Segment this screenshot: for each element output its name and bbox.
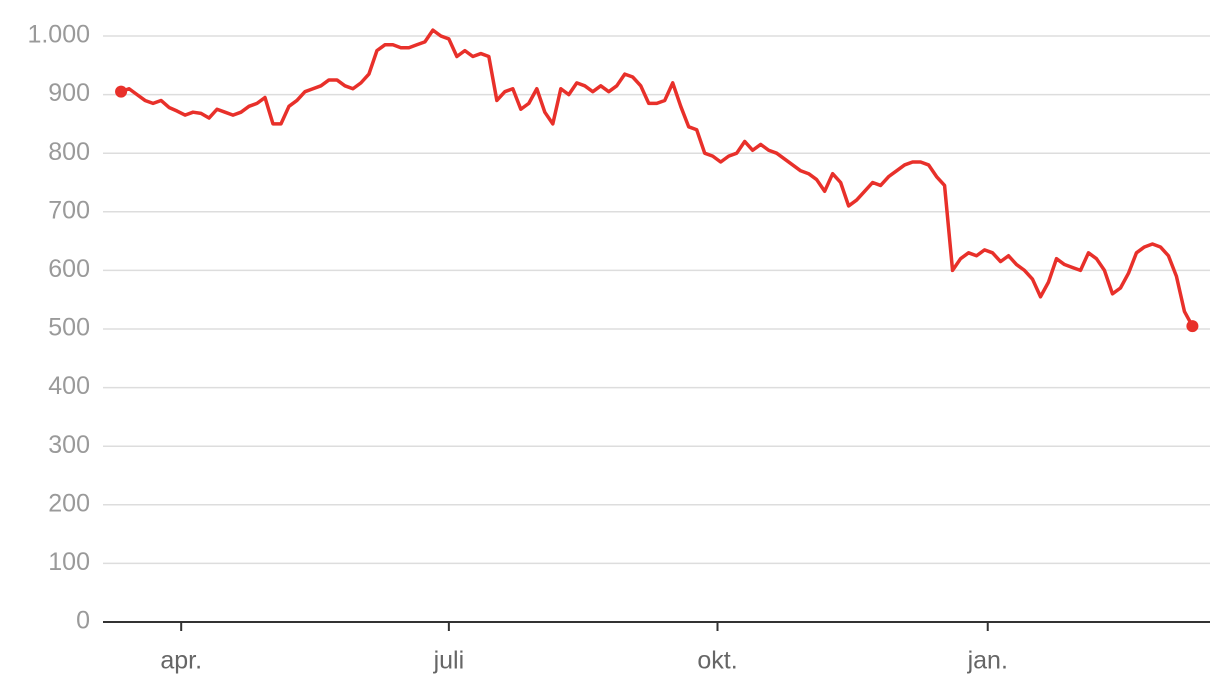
- x-tick-label: jan.: [967, 647, 1008, 675]
- end-dot: [1186, 320, 1199, 333]
- end-dot: [115, 85, 128, 98]
- x-tick-label: juli: [433, 647, 465, 675]
- y-tick-label: 300: [48, 431, 90, 459]
- y-tick-label: 200: [48, 489, 90, 517]
- y-tick-label: 500: [48, 314, 90, 342]
- x-tick-label: apr.: [160, 647, 202, 675]
- y-tick-label: 900: [48, 79, 90, 107]
- x-tick-label: okt.: [697, 647, 737, 675]
- y-tick-label: 600: [48, 255, 90, 283]
- y-tick-label: 800: [48, 138, 90, 166]
- price-line: [120, 28, 1194, 327]
- y-tick-label: 1.000: [27, 21, 90, 49]
- y-tick-label: 400: [48, 372, 90, 400]
- y-tick-label: 100: [48, 548, 90, 576]
- y-tick-label: 700: [48, 196, 90, 224]
- y-tick-label: 0: [76, 607, 90, 635]
